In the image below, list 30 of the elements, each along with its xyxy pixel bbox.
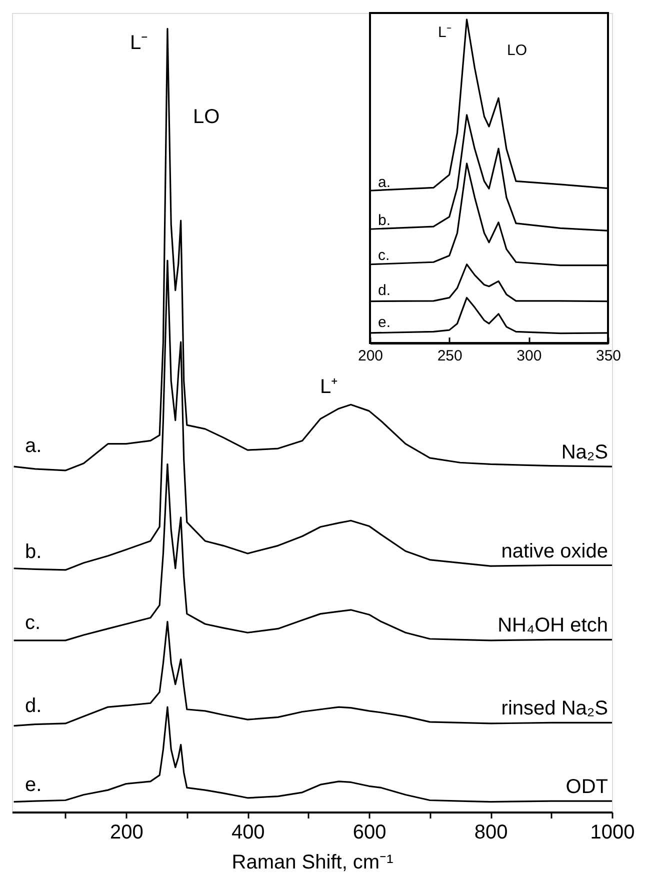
annotation: L⁺ bbox=[320, 376, 338, 398]
x-axis-title: Raman Shift, cm⁻¹ bbox=[232, 852, 394, 874]
series-label: Na₂S bbox=[561, 442, 608, 464]
series-label: native oxide bbox=[501, 540, 608, 562]
annotation: LO bbox=[193, 106, 220, 128]
x-tick-label: 200 bbox=[110, 822, 144, 844]
series-label: rinsed Na₂S bbox=[501, 698, 608, 720]
x-tick-label: 600 bbox=[352, 822, 386, 844]
annotation: LO bbox=[507, 42, 528, 59]
annotation: b. bbox=[378, 212, 391, 229]
x-tick-label: 800 bbox=[474, 822, 508, 844]
annotation: c. bbox=[378, 247, 390, 264]
annotation: e. bbox=[25, 774, 42, 796]
annotation: L⁻ bbox=[130, 32, 148, 54]
annotation: L⁻ bbox=[438, 24, 452, 41]
x-tick-label: 1000 bbox=[590, 822, 635, 844]
annotation: c. bbox=[25, 612, 41, 634]
x-tick-label: 250 bbox=[437, 348, 462, 364]
x-tick-label: 400 bbox=[231, 822, 265, 844]
annotation: a. bbox=[25, 435, 42, 457]
annotation: d. bbox=[25, 695, 42, 717]
annotation: e. bbox=[378, 314, 391, 331]
series-label: ODT bbox=[566, 776, 608, 798]
x-tick-label: 350 bbox=[596, 348, 622, 364]
series-label: NH₄OH etch bbox=[498, 614, 608, 637]
annotation: b. bbox=[25, 541, 42, 563]
annotation: d. bbox=[378, 282, 391, 299]
x-tick-label: 200 bbox=[358, 348, 384, 364]
x-tick-label: 300 bbox=[516, 348, 542, 364]
annotation: a. bbox=[378, 174, 391, 191]
